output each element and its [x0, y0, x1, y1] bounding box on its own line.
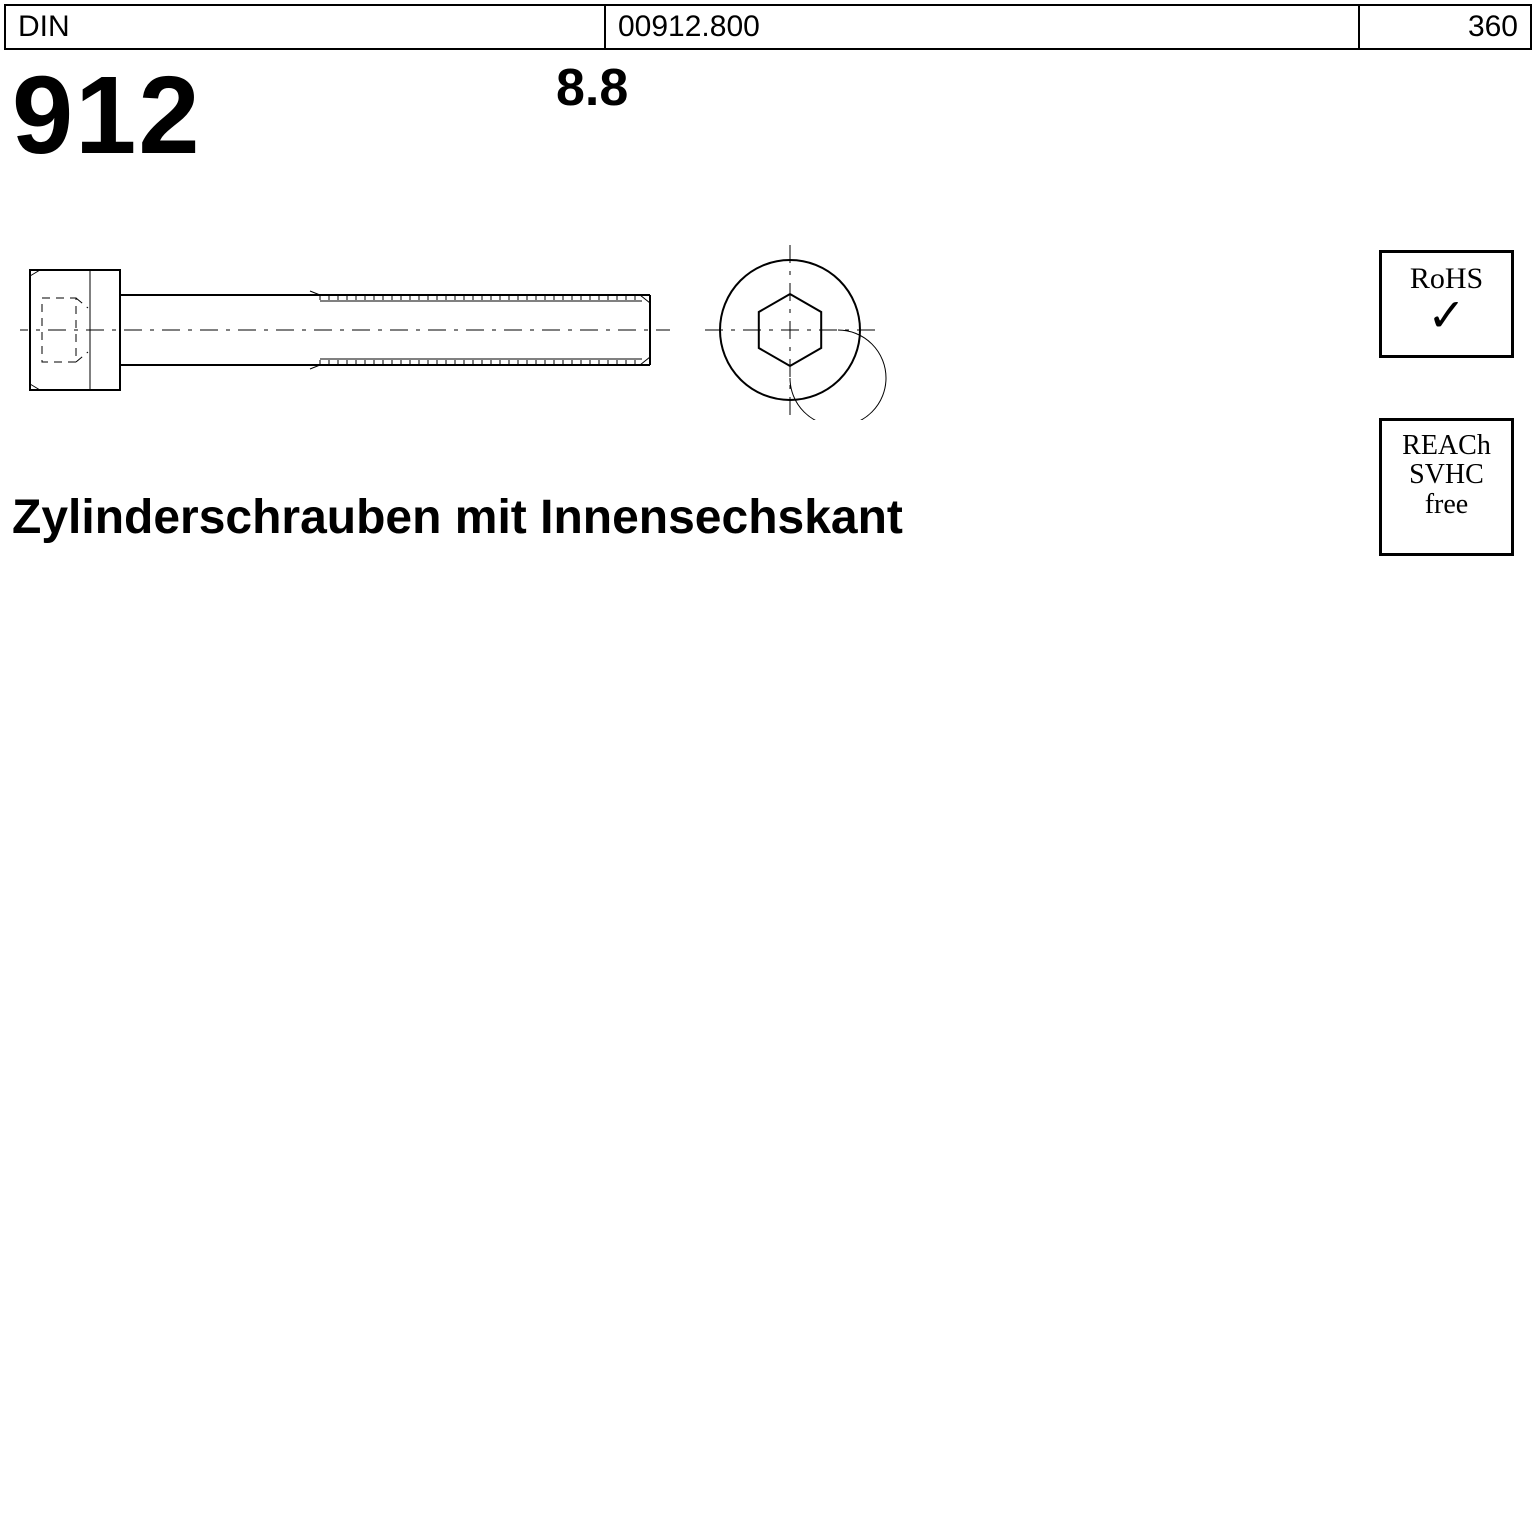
part-number: 912: [12, 52, 202, 179]
check-icon: ✓: [1388, 295, 1505, 336]
reach-line1: REACh: [1388, 431, 1505, 460]
header-page-code: 360: [1360, 6, 1530, 48]
strength-grade: 8.8: [556, 58, 628, 118]
reach-badge: REACh SVHC free: [1379, 418, 1514, 556]
header-article-code: 00912.800: [606, 6, 1360, 48]
rohs-badge: RoHS ✓: [1379, 250, 1514, 358]
reach-line3: free: [1388, 490, 1505, 519]
datasheet: DIN 00912.800 360 912 8.8 Zylinderschrau…: [0, 0, 1536, 672]
header-row: DIN 00912.800 360: [4, 4, 1532, 50]
header-standard: DIN: [6, 6, 606, 48]
product-description: Zylinderschrauben mit Innensechskant: [12, 490, 903, 545]
reach-line2: SVHC: [1388, 460, 1505, 489]
screw-drawing: [20, 240, 920, 420]
